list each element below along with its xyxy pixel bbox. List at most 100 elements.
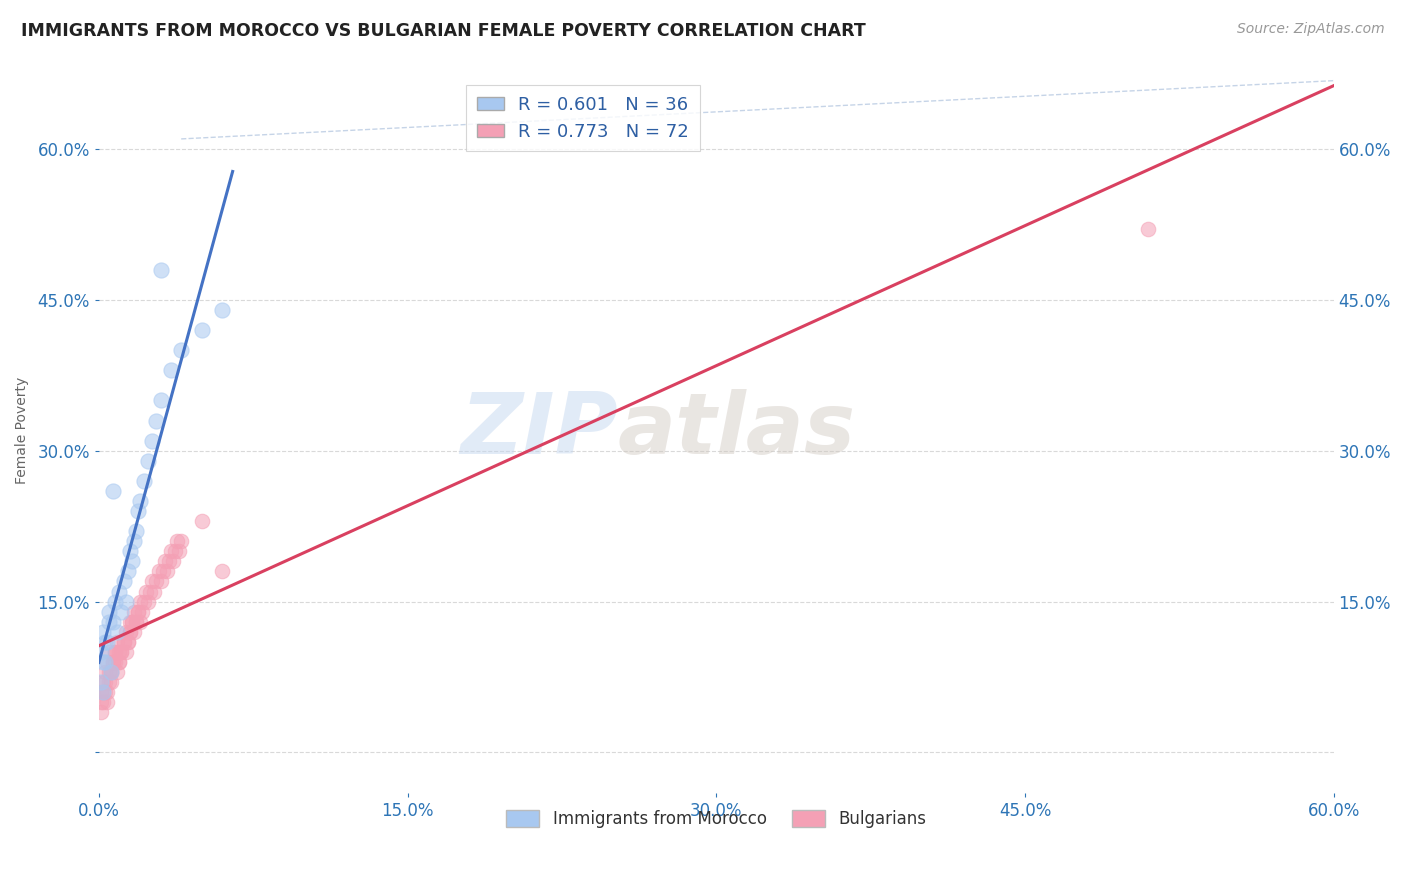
Point <box>127 605 149 619</box>
Point <box>114 594 136 608</box>
Point <box>136 594 159 608</box>
Point <box>190 323 212 337</box>
Point <box>108 645 131 659</box>
Point <box>145 574 167 589</box>
Point <box>114 624 136 639</box>
Point <box>96 685 118 699</box>
Text: IMMIGRANTS FROM MOROCCO VS BULGARIAN FEMALE POVERTY CORRELATION CHART: IMMIGRANTS FROM MOROCCO VS BULGARIAN FEM… <box>21 22 866 40</box>
Point <box>104 645 127 659</box>
Point <box>122 605 145 619</box>
Point <box>122 624 145 639</box>
Point <box>121 615 143 629</box>
Point <box>112 634 135 648</box>
Point <box>118 624 141 639</box>
Point <box>134 594 156 608</box>
Point <box>125 524 148 538</box>
Point <box>103 655 125 669</box>
Point <box>117 565 139 579</box>
Point <box>103 483 125 498</box>
Point <box>129 494 152 508</box>
Point <box>104 594 127 608</box>
Text: atlas: atlas <box>617 389 856 472</box>
Point <box>152 565 174 579</box>
Point <box>98 615 121 629</box>
Point <box>100 665 122 679</box>
Point <box>118 544 141 558</box>
Point <box>94 675 117 690</box>
Point <box>98 675 121 690</box>
Point <box>105 634 128 648</box>
Point <box>135 584 157 599</box>
Point <box>91 685 114 699</box>
Point <box>156 565 179 579</box>
Point <box>110 605 132 619</box>
Point <box>157 554 180 568</box>
Point <box>141 574 163 589</box>
Point <box>98 645 121 659</box>
Point <box>167 544 190 558</box>
Point <box>90 685 112 699</box>
Point <box>90 675 112 690</box>
Point <box>148 565 170 579</box>
Point <box>108 584 131 599</box>
Point <box>139 584 162 599</box>
Point <box>211 565 233 579</box>
Point <box>131 605 153 619</box>
Point <box>105 665 128 679</box>
Point <box>94 634 117 648</box>
Point <box>118 615 141 629</box>
Legend: Immigrants from Morocco, Bulgarians: Immigrants from Morocco, Bulgarians <box>499 804 934 835</box>
Point <box>112 634 135 648</box>
Point <box>129 594 152 608</box>
Point <box>105 624 128 639</box>
Point <box>125 615 148 629</box>
Point <box>100 675 122 690</box>
Point <box>122 534 145 549</box>
Point <box>96 695 118 709</box>
Point <box>103 615 125 629</box>
Point <box>90 705 112 719</box>
Point <box>103 655 125 669</box>
Point <box>117 634 139 648</box>
Point <box>160 363 183 377</box>
Point <box>110 645 132 659</box>
Point <box>104 645 127 659</box>
Point <box>94 685 117 699</box>
Point <box>100 665 122 679</box>
Point <box>170 534 193 549</box>
Point <box>91 675 114 690</box>
Point <box>98 605 121 619</box>
Point <box>104 655 127 669</box>
Point <box>118 624 141 639</box>
Point <box>112 574 135 589</box>
Point <box>117 634 139 648</box>
Point <box>127 605 149 619</box>
Point <box>108 655 131 669</box>
Point <box>90 645 112 659</box>
Point <box>110 645 132 659</box>
Text: ZIP: ZIP <box>460 389 617 472</box>
Y-axis label: Female Poverty: Female Poverty <box>15 377 30 484</box>
Point <box>121 554 143 568</box>
Point <box>98 665 121 679</box>
Point <box>125 615 148 629</box>
Point <box>143 584 166 599</box>
Point <box>149 574 172 589</box>
Point <box>127 504 149 518</box>
Point <box>149 262 172 277</box>
Point <box>162 554 184 568</box>
Point <box>170 343 193 358</box>
Point <box>91 624 114 639</box>
Point <box>96 655 118 669</box>
Point <box>149 393 172 408</box>
Point <box>134 474 156 488</box>
Point <box>145 413 167 427</box>
Point <box>91 655 114 669</box>
Point <box>166 534 188 549</box>
Point <box>91 695 114 709</box>
Point <box>160 544 183 558</box>
Point <box>121 615 143 629</box>
Point <box>211 302 233 317</box>
Point <box>100 665 122 679</box>
Text: Source: ZipAtlas.com: Source: ZipAtlas.com <box>1237 22 1385 37</box>
